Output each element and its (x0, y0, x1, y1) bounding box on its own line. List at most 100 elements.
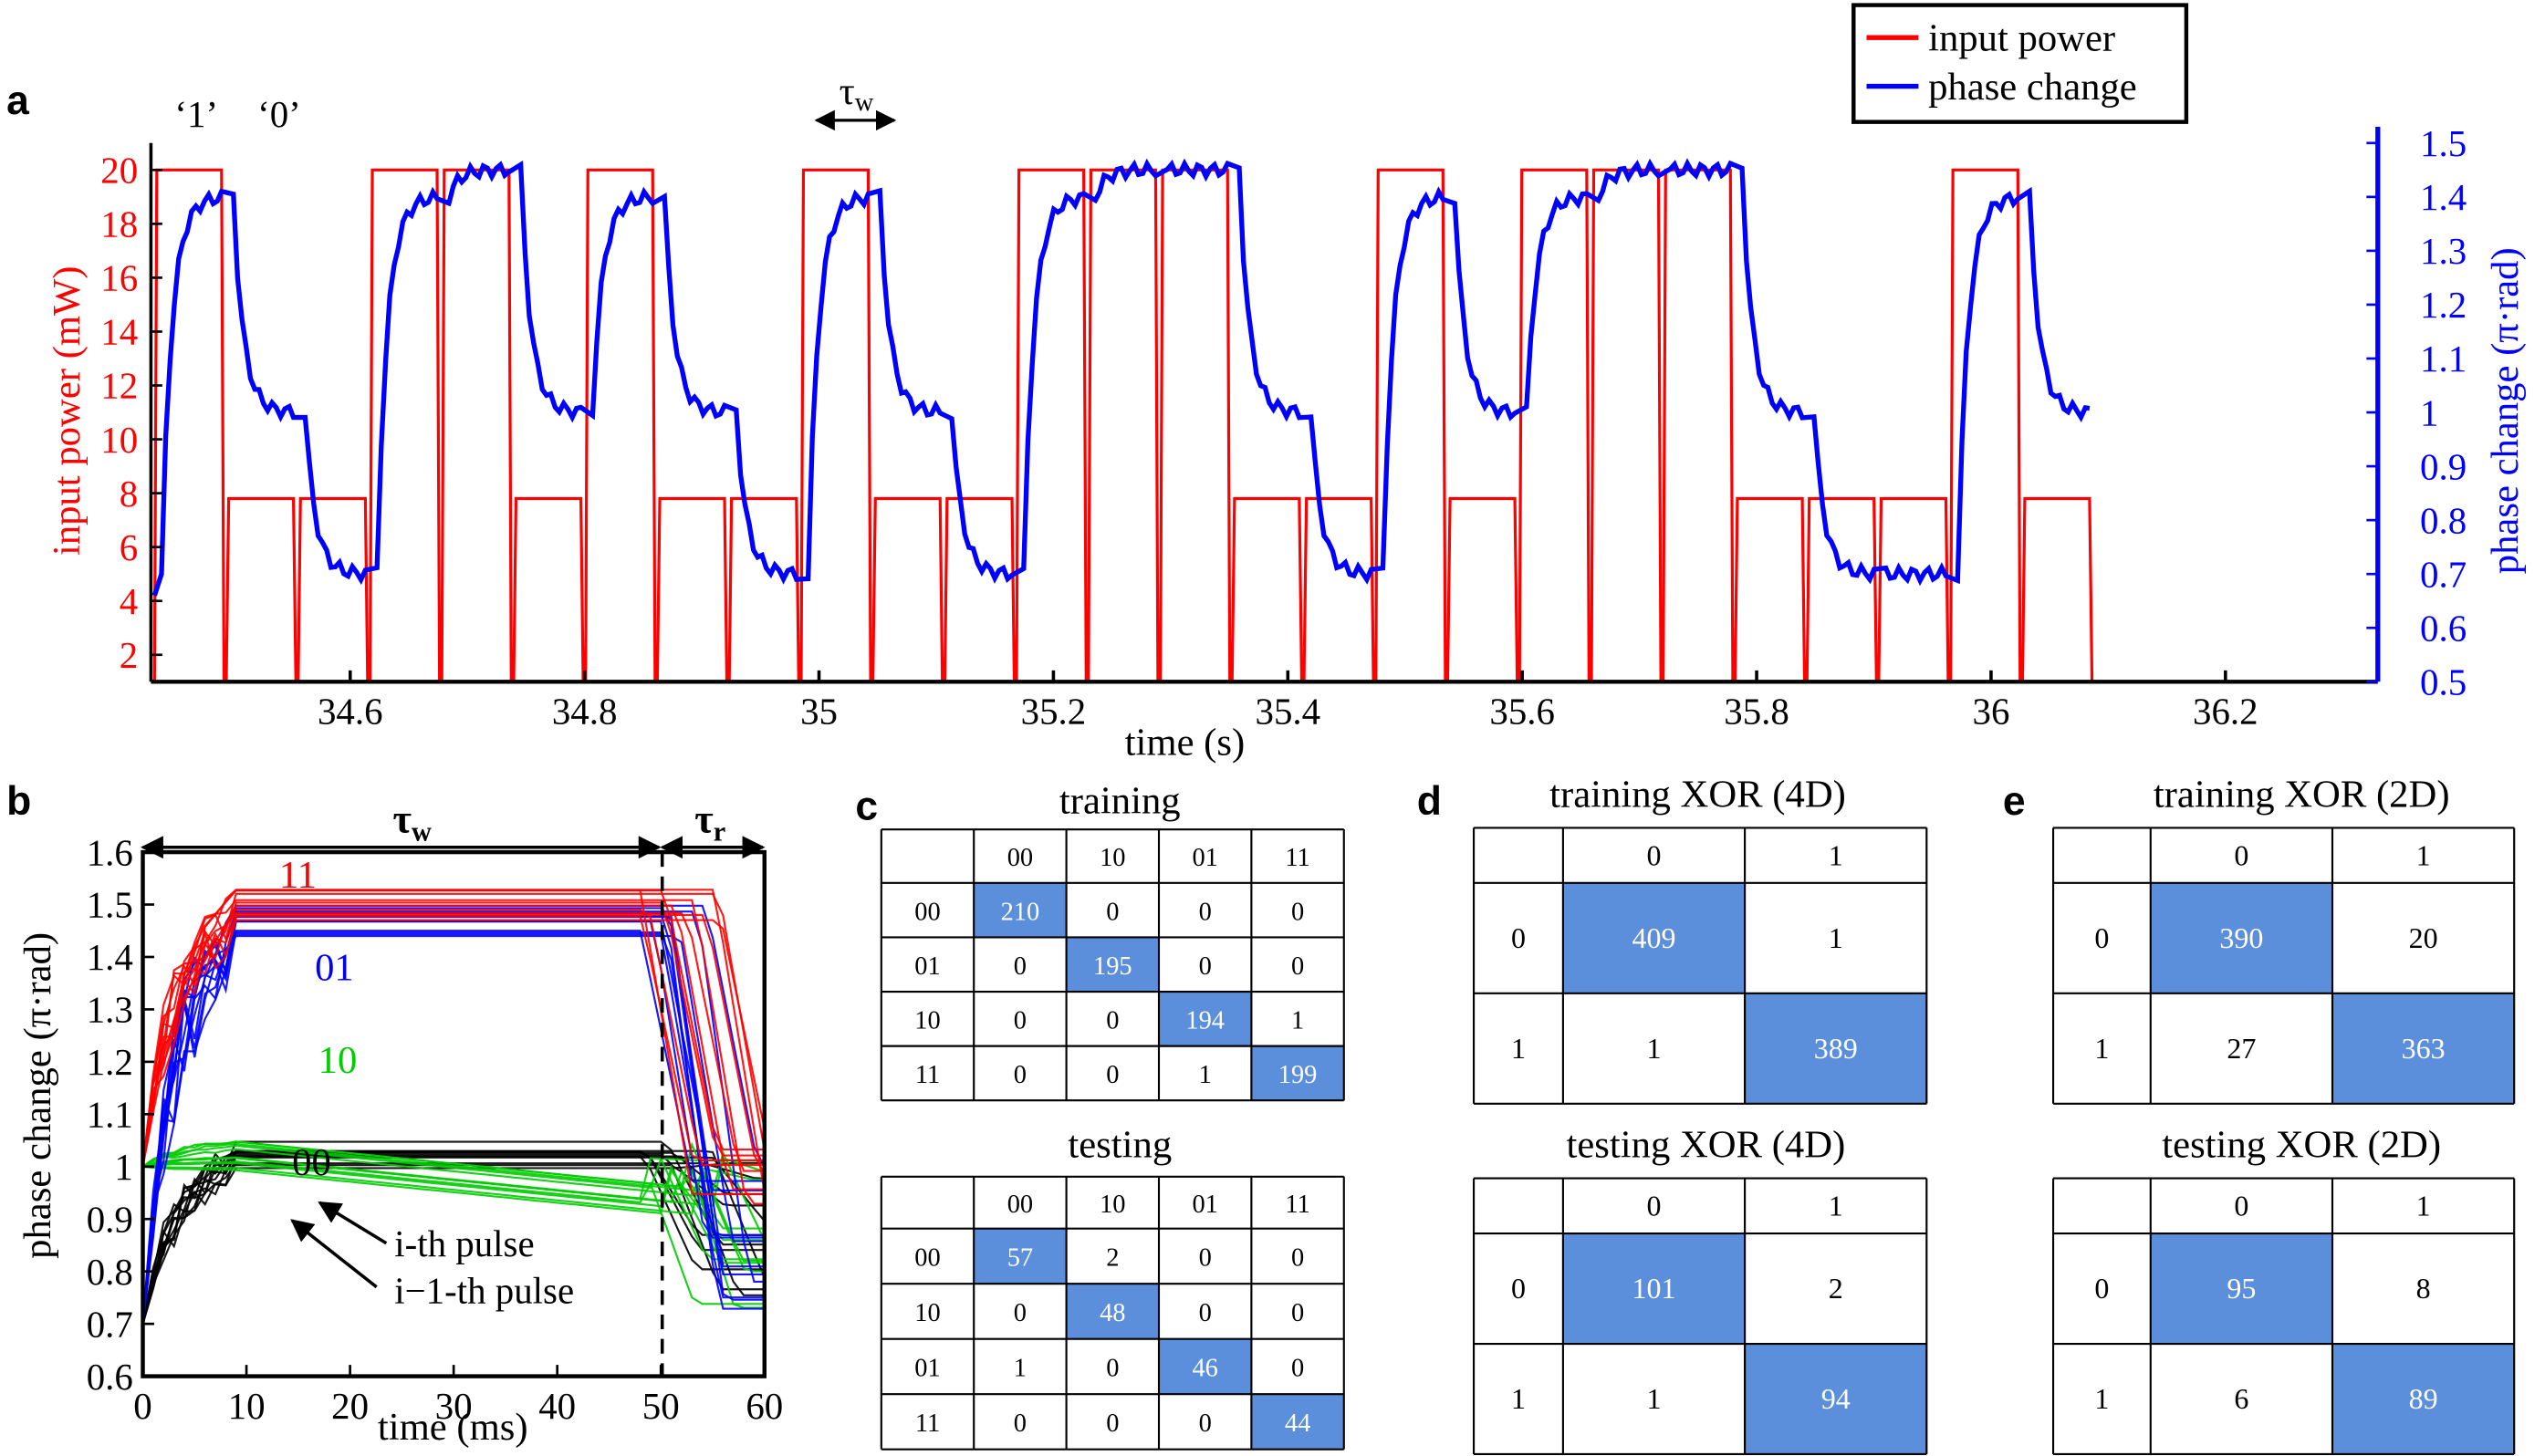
table-e-training: 0 1 0 390 20 1 27 363 (2051, 827, 2516, 1105)
legend-phase-change: phase change (1928, 66, 2137, 109)
ytick-label-a-right: 1.4 (2420, 177, 2467, 218)
ytick-label-a-left: 18 (100, 204, 138, 245)
ytick-label-a-right: 1.1 (2420, 338, 2467, 380)
table-cell: 390 (2219, 921, 2263, 954)
cell-highlight (1158, 1338, 1252, 1395)
table-col-header: 1 (2416, 838, 2431, 871)
xtick-label-b: 40 (538, 1386, 576, 1427)
ytick-label-a-left: 20 (100, 151, 138, 192)
ytick-label-b: 0.6 (87, 1357, 133, 1398)
table-cell: 363 (2402, 1032, 2446, 1065)
panel-b-xlabel: time (ms) (378, 1406, 528, 1449)
trace-01 (141, 933, 765, 1325)
table-col-header: 1 (1829, 1189, 1843, 1222)
panel-label-e: e (2003, 779, 2026, 824)
table-row-header: 1 (2094, 1032, 2109, 1065)
table-row-header: 10 (914, 1299, 940, 1327)
trace-11 (141, 908, 765, 1167)
ytick-label-b: 0.9 (87, 1199, 133, 1240)
ytick-label-b: 1.5 (87, 885, 133, 926)
ytick-label-a-left: 6 (120, 527, 138, 568)
table-cell: 0 (1199, 952, 1212, 981)
xtick-label-a: 35.6 (1489, 692, 1555, 733)
label-i1-pulse: i−1-th pulse (394, 1271, 574, 1312)
table-cell: 194 (1185, 1007, 1225, 1035)
panel-a-xlabel: time (s) (1125, 721, 1246, 764)
table-cell: 0 (1014, 1299, 1027, 1327)
panel-a-plot (151, 158, 2094, 683)
cell-highlight (2331, 993, 2515, 1104)
legend-input-power: input power (1928, 16, 2115, 59)
ytick-label-a-right: 0.5 (2420, 662, 2467, 703)
trace-01 (141, 920, 765, 1325)
table-cell: 409 (1632, 921, 1675, 954)
input-power-line (152, 168, 2094, 683)
table-cell: 0 (1106, 1061, 1119, 1089)
arrow-i1-pulse (290, 1219, 378, 1289)
ytick-label-a-right: 1.3 (2420, 231, 2467, 272)
ytick-label-a-left: 10 (100, 420, 138, 461)
panel-a-legend: input power phase change (1851, 3, 2189, 124)
ytick-label-a-left: 14 (100, 312, 138, 353)
table-cell: 95 (2227, 1272, 2256, 1305)
cell-highlight (1251, 1045, 1344, 1101)
ytick-label-a-right: 1.2 (2420, 285, 2467, 326)
panel-b-axes: 0 10 20 30 40 50 600.60.70.80.911.11.21.31.41.… (87, 832, 784, 1427)
cell-highlight (1562, 882, 1746, 993)
table-e-testing: 0 1 0 95 8 1 6 89 (2051, 1177, 2516, 1456)
label-i-pulse: i-th pulse (394, 1223, 534, 1264)
ytick-label-b: 1 (114, 1147, 132, 1188)
cell-highlight (974, 1228, 1067, 1284)
table-col-header: 1 (1829, 838, 1843, 871)
cell-highlight (2150, 882, 2332, 993)
table-c-testing-title: testing (1068, 1123, 1172, 1166)
trace-11 (141, 892, 766, 1167)
table-row-header: 0 (1511, 1272, 1526, 1305)
cell-highlight (1251, 1394, 1344, 1450)
xtick-label-a: 35.8 (1724, 692, 1789, 733)
xtick-label-a: 36.2 (2193, 692, 2258, 733)
annot-bit-one: ‘1’ (174, 94, 218, 135)
cell-highlight (1066, 1284, 1159, 1339)
table-cell: 1 (1646, 1032, 1661, 1065)
table-cell: 0 (1014, 1007, 1027, 1035)
panel-label-a: a (6, 78, 29, 123)
ytick-label-a-right: 0.8 (2420, 500, 2467, 541)
trace-10 (141, 1140, 765, 1263)
trace-10 (142, 1165, 765, 1215)
ytick-label-a-right: 1.5 (2420, 123, 2467, 164)
table-col-header: 11 (1285, 1191, 1309, 1219)
xtick-label-b: 10 (228, 1386, 266, 1427)
panel-a-ylabel-left: input power (mW) (46, 265, 89, 556)
table-col-header: 10 (1100, 844, 1125, 872)
ytick-label-b: 0.7 (87, 1304, 133, 1345)
table-row-header: 11 (915, 1409, 940, 1438)
table-col-header: 01 (1192, 844, 1217, 872)
xtick-label-a: 35.2 (1021, 692, 1087, 733)
table-cell: 0 (1199, 1244, 1212, 1273)
trace-10 (141, 1142, 766, 1242)
xtick-label-b: 50 (642, 1386, 680, 1427)
table-col-header: 11 (1285, 844, 1309, 872)
table-cell: 6 (2234, 1382, 2248, 1415)
table-row-header: 00 (914, 898, 940, 926)
series-label-10: 10 (318, 1039, 358, 1082)
ytick-label-a-left: 8 (120, 473, 138, 515)
xtick-label-a: 34.6 (318, 692, 383, 733)
panel-a-axes: 34.6 34.8 35 35.2 35.4 35.6 35.8 36 36.224681012… (100, 123, 2467, 733)
table-row-header: 1 (1511, 1032, 1526, 1065)
table-cell: 8 (2416, 1272, 2431, 1305)
table-cell: 89 (2409, 1382, 2438, 1415)
tau-w-label-a: τw (840, 70, 874, 117)
table-cell: 0 (1106, 898, 1119, 926)
table-cell: 0 (1106, 1355, 1119, 1383)
cell-highlight (1066, 937, 1159, 993)
table-row-header: 1 (1511, 1382, 1526, 1415)
xtick-label-b: 60 (746, 1386, 783, 1427)
panel-label-b: b (6, 779, 31, 824)
table-col-header: 0 (1646, 838, 1661, 871)
table-e-training-title: training XOR (2D) (2154, 773, 2450, 816)
table-cell: 46 (1192, 1355, 1217, 1383)
